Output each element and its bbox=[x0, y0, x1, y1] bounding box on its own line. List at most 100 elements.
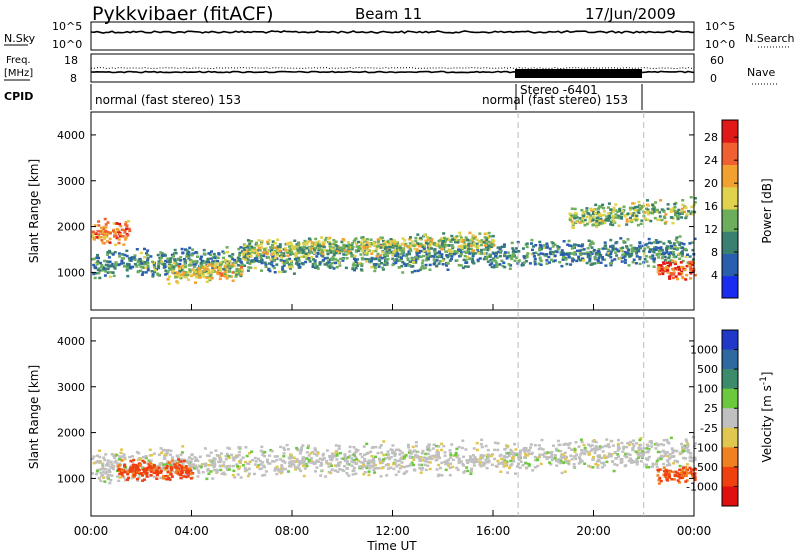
velocity-cell bbox=[554, 459, 558, 463]
power-cell bbox=[354, 260, 358, 263]
velocity-cell bbox=[100, 474, 104, 477]
power-cell bbox=[362, 244, 366, 247]
power-cell bbox=[669, 210, 673, 213]
power-cell bbox=[511, 254, 515, 257]
power-cell bbox=[412, 261, 415, 264]
velocity-cell bbox=[487, 459, 491, 462]
power-cell bbox=[653, 210, 657, 213]
power-cell bbox=[671, 276, 675, 280]
power-cell bbox=[321, 252, 325, 256]
power-cell bbox=[537, 262, 541, 265]
power-cell bbox=[582, 214, 586, 218]
power-cell bbox=[111, 262, 115, 266]
velocity-cell bbox=[302, 474, 306, 478]
power-cell bbox=[627, 264, 631, 267]
velocity-cell bbox=[440, 442, 444, 446]
velocity-cell bbox=[410, 461, 414, 464]
power-colorbar-swatch bbox=[722, 231, 738, 254]
power-cell bbox=[112, 229, 115, 233]
power-cell bbox=[349, 251, 352, 254]
power-cell bbox=[545, 262, 549, 265]
y-tick-label: 4000 bbox=[57, 129, 85, 142]
velocity-cell bbox=[472, 458, 476, 461]
velocity-cell bbox=[462, 471, 466, 474]
velocity-cell bbox=[92, 461, 96, 465]
power-cell bbox=[445, 238, 449, 241]
power-cell bbox=[457, 248, 461, 251]
velocity-cell bbox=[168, 470, 172, 473]
power-cell bbox=[185, 275, 188, 279]
power-cell bbox=[553, 243, 557, 246]
power-cell bbox=[341, 257, 345, 260]
power-cell bbox=[652, 260, 656, 264]
power-cell bbox=[485, 257, 489, 261]
velocity-cell bbox=[485, 466, 489, 470]
velocity-cell bbox=[512, 454, 516, 457]
power-cell bbox=[95, 236, 99, 239]
velocity-cell bbox=[693, 456, 697, 460]
power-cell bbox=[398, 247, 402, 250]
power-cell bbox=[428, 244, 432, 247]
power-cell bbox=[667, 264, 670, 268]
velocity-cell bbox=[367, 470, 371, 473]
velocity-cell bbox=[99, 479, 103, 483]
velocity-cell bbox=[464, 448, 468, 451]
power-cell bbox=[588, 244, 592, 247]
velocity-cell bbox=[352, 466, 356, 470]
power-cell bbox=[115, 236, 119, 240]
velocity-cell bbox=[487, 453, 490, 457]
power-cell bbox=[690, 263, 694, 267]
nsky-label: N.Sky bbox=[4, 32, 36, 45]
power-cell bbox=[339, 257, 343, 261]
power-cell bbox=[560, 264, 564, 268]
power-cell bbox=[415, 249, 419, 252]
power-cell bbox=[113, 251, 117, 254]
velocity-cell bbox=[123, 479, 127, 482]
velocity-cell bbox=[527, 462, 531, 466]
power-cell bbox=[174, 251, 178, 255]
power-cell bbox=[671, 221, 675, 225]
velocity-cell bbox=[203, 464, 207, 468]
velocity-cell bbox=[276, 467, 280, 471]
power-cell bbox=[658, 264, 662, 267]
velocity-cell bbox=[189, 472, 193, 475]
velocity-cell bbox=[407, 446, 411, 449]
power-cell bbox=[151, 273, 155, 276]
power-cell bbox=[167, 260, 171, 264]
power-cell bbox=[96, 230, 100, 233]
velocity-colorbar-tick-label: 1000 bbox=[690, 344, 718, 357]
power-cell bbox=[91, 258, 95, 261]
power-cell bbox=[578, 249, 582, 252]
power-cell bbox=[565, 262, 569, 266]
velocity-cell bbox=[440, 474, 444, 477]
power-cell bbox=[346, 241, 350, 244]
velocity-cell bbox=[126, 472, 130, 476]
velocity-cell bbox=[416, 454, 420, 458]
velocity-cell bbox=[454, 451, 458, 455]
power-cell bbox=[233, 259, 237, 262]
power-cell bbox=[440, 255, 444, 259]
velocity-cell bbox=[632, 460, 636, 464]
power-cell bbox=[124, 236, 128, 239]
power-cell bbox=[136, 270, 140, 274]
velocity-cell bbox=[335, 454, 339, 457]
power-cell bbox=[223, 265, 227, 269]
velocity-cell bbox=[594, 445, 598, 448]
power-cell bbox=[240, 266, 244, 269]
power-cell bbox=[332, 239, 336, 242]
power-cell bbox=[690, 205, 694, 209]
power-cell bbox=[379, 238, 383, 241]
power-cell bbox=[458, 254, 462, 258]
velocity-cell bbox=[509, 464, 513, 467]
power-cell bbox=[407, 250, 411, 253]
power-cell bbox=[612, 208, 616, 211]
velocity-cell bbox=[325, 449, 329, 452]
velocity-cell bbox=[435, 444, 438, 448]
power-cell bbox=[441, 259, 445, 262]
velocity-cell bbox=[110, 463, 114, 466]
velocity-cell bbox=[457, 461, 461, 464]
velocity-cell bbox=[691, 472, 694, 476]
power-cell bbox=[681, 211, 685, 215]
power-cell bbox=[126, 262, 130, 266]
